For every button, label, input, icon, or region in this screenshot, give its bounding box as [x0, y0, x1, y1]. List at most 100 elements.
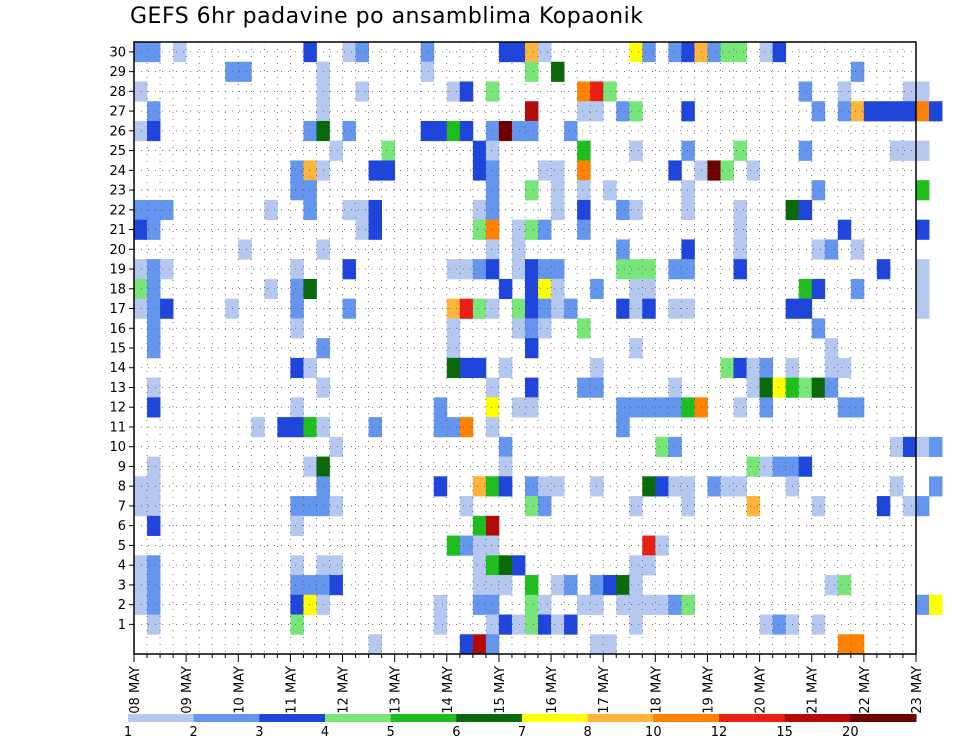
heatmap-cell	[147, 377, 161, 398]
y-tick-label: 11	[109, 420, 126, 435]
heatmap-cell	[303, 160, 317, 181]
heatmap-cell	[746, 456, 760, 477]
legend-label: 1	[124, 725, 132, 740]
heatmap-cell	[629, 496, 643, 517]
legend-label: 4	[321, 725, 329, 740]
legend-label: 5	[387, 725, 395, 740]
heatmap-cell	[511, 239, 526, 260]
heatmap-cell	[485, 377, 500, 398]
y-tick-label: 20	[109, 243, 126, 258]
heatmap-cell	[850, 278, 865, 300]
heatmap-cell	[147, 515, 161, 536]
heatmap-cell	[472, 357, 487, 379]
heatmap-cell	[134, 496, 148, 517]
heatmap-cell	[525, 180, 539, 201]
heatmap-cell	[472, 298, 487, 319]
heatmap-cell	[668, 436, 682, 457]
heatmap-cell	[811, 377, 826, 398]
heatmap-cell	[603, 180, 617, 201]
heatmap-cell	[720, 357, 734, 379]
heatmap-cell	[134, 575, 148, 596]
y-tick-label: 26	[109, 124, 126, 139]
heatmap-cell	[303, 278, 317, 300]
heatmap-cell	[616, 417, 630, 438]
heatmap-cell	[916, 436, 930, 457]
heatmap-cell	[837, 357, 852, 379]
legend-swatch	[128, 714, 195, 722]
heatmap-cell	[290, 278, 304, 300]
heatmap-cell	[538, 42, 552, 63]
heatmap-cell	[668, 476, 682, 497]
heatmap-cell	[459, 81, 474, 102]
heatmap-cell	[811, 239, 826, 260]
heatmap-cell	[668, 259, 682, 280]
heatmap-cell	[916, 594, 930, 615]
heatmap-cell	[811, 180, 826, 201]
heatmap-cell	[577, 594, 591, 615]
legend-swatch	[193, 714, 260, 722]
heatmap-cell	[303, 180, 317, 201]
heatmap-cell	[759, 42, 774, 63]
heatmap-cell	[485, 614, 500, 635]
heatmap-cell	[538, 160, 552, 181]
heatmap-cell	[485, 397, 500, 418]
heatmap-cell	[290, 259, 304, 280]
heatmap-cell	[681, 101, 695, 122]
heatmap-cell	[733, 42, 747, 63]
heatmap-cell	[173, 42, 187, 63]
heatmap-cell	[629, 397, 643, 418]
legend-label: 6	[452, 725, 460, 740]
heatmap-cell	[147, 278, 161, 300]
x-tick-label: 16 MAY	[545, 666, 560, 714]
heatmap-cell	[720, 476, 734, 497]
heatmap-cell	[459, 357, 474, 379]
heatmap-cell	[850, 397, 865, 418]
heatmap-cell	[225, 61, 239, 82]
heatmap-cell	[629, 298, 643, 319]
heatmap-cell	[303, 496, 317, 517]
heatmap-cell	[147, 120, 161, 142]
heatmap-cell	[538, 318, 552, 339]
heatmap-cell	[472, 219, 487, 240]
heatmap-cell	[629, 594, 643, 615]
heatmap-cell	[746, 377, 760, 398]
heatmap-cell	[772, 42, 787, 63]
heatmap-cell	[681, 239, 695, 260]
heatmap-cell	[459, 417, 474, 438]
heatmap-cell	[381, 140, 396, 161]
heatmap-cell	[564, 120, 578, 142]
x-tick-label: 15 MAY	[493, 666, 508, 714]
heatmap-cell	[420, 61, 435, 82]
heatmap-cell	[147, 199, 161, 221]
heatmap-cell	[290, 575, 304, 596]
heatmap-cell	[577, 199, 591, 221]
heatmap-cell	[902, 81, 917, 102]
heatmap-cell	[290, 180, 304, 201]
heatmap-cell	[720, 42, 734, 63]
legend-label: 2	[190, 725, 198, 740]
y-tick-label: 18	[109, 282, 126, 297]
heatmap-cell	[733, 199, 747, 221]
heatmap-cell	[303, 456, 317, 477]
heatmap-cell	[824, 357, 839, 379]
heatmap-cell	[485, 199, 500, 221]
y-tick-label: 29	[109, 65, 126, 80]
heatmap-cell	[564, 575, 578, 596]
heatmap-cell	[616, 199, 630, 221]
heatmap-cell	[485, 120, 500, 142]
heatmap-cell	[616, 575, 630, 596]
y-axis: 1234567891011121314151617181920212223242…	[109, 45, 134, 633]
heatmap-cell	[590, 634, 604, 655]
heatmap-cell	[759, 377, 774, 398]
heatmap-cell	[251, 417, 265, 438]
heatmap-cell	[290, 160, 304, 181]
legend-label: 20	[842, 725, 859, 740]
heatmap-cell	[629, 278, 643, 300]
y-tick-label: 15	[109, 342, 126, 357]
heatmap-cell	[355, 199, 369, 221]
heatmap-cell	[525, 476, 539, 497]
heatmap-cell	[147, 338, 161, 359]
heatmap-cell	[746, 160, 760, 181]
heatmap-cell	[916, 140, 930, 161]
y-tick-label: 16	[109, 322, 126, 337]
